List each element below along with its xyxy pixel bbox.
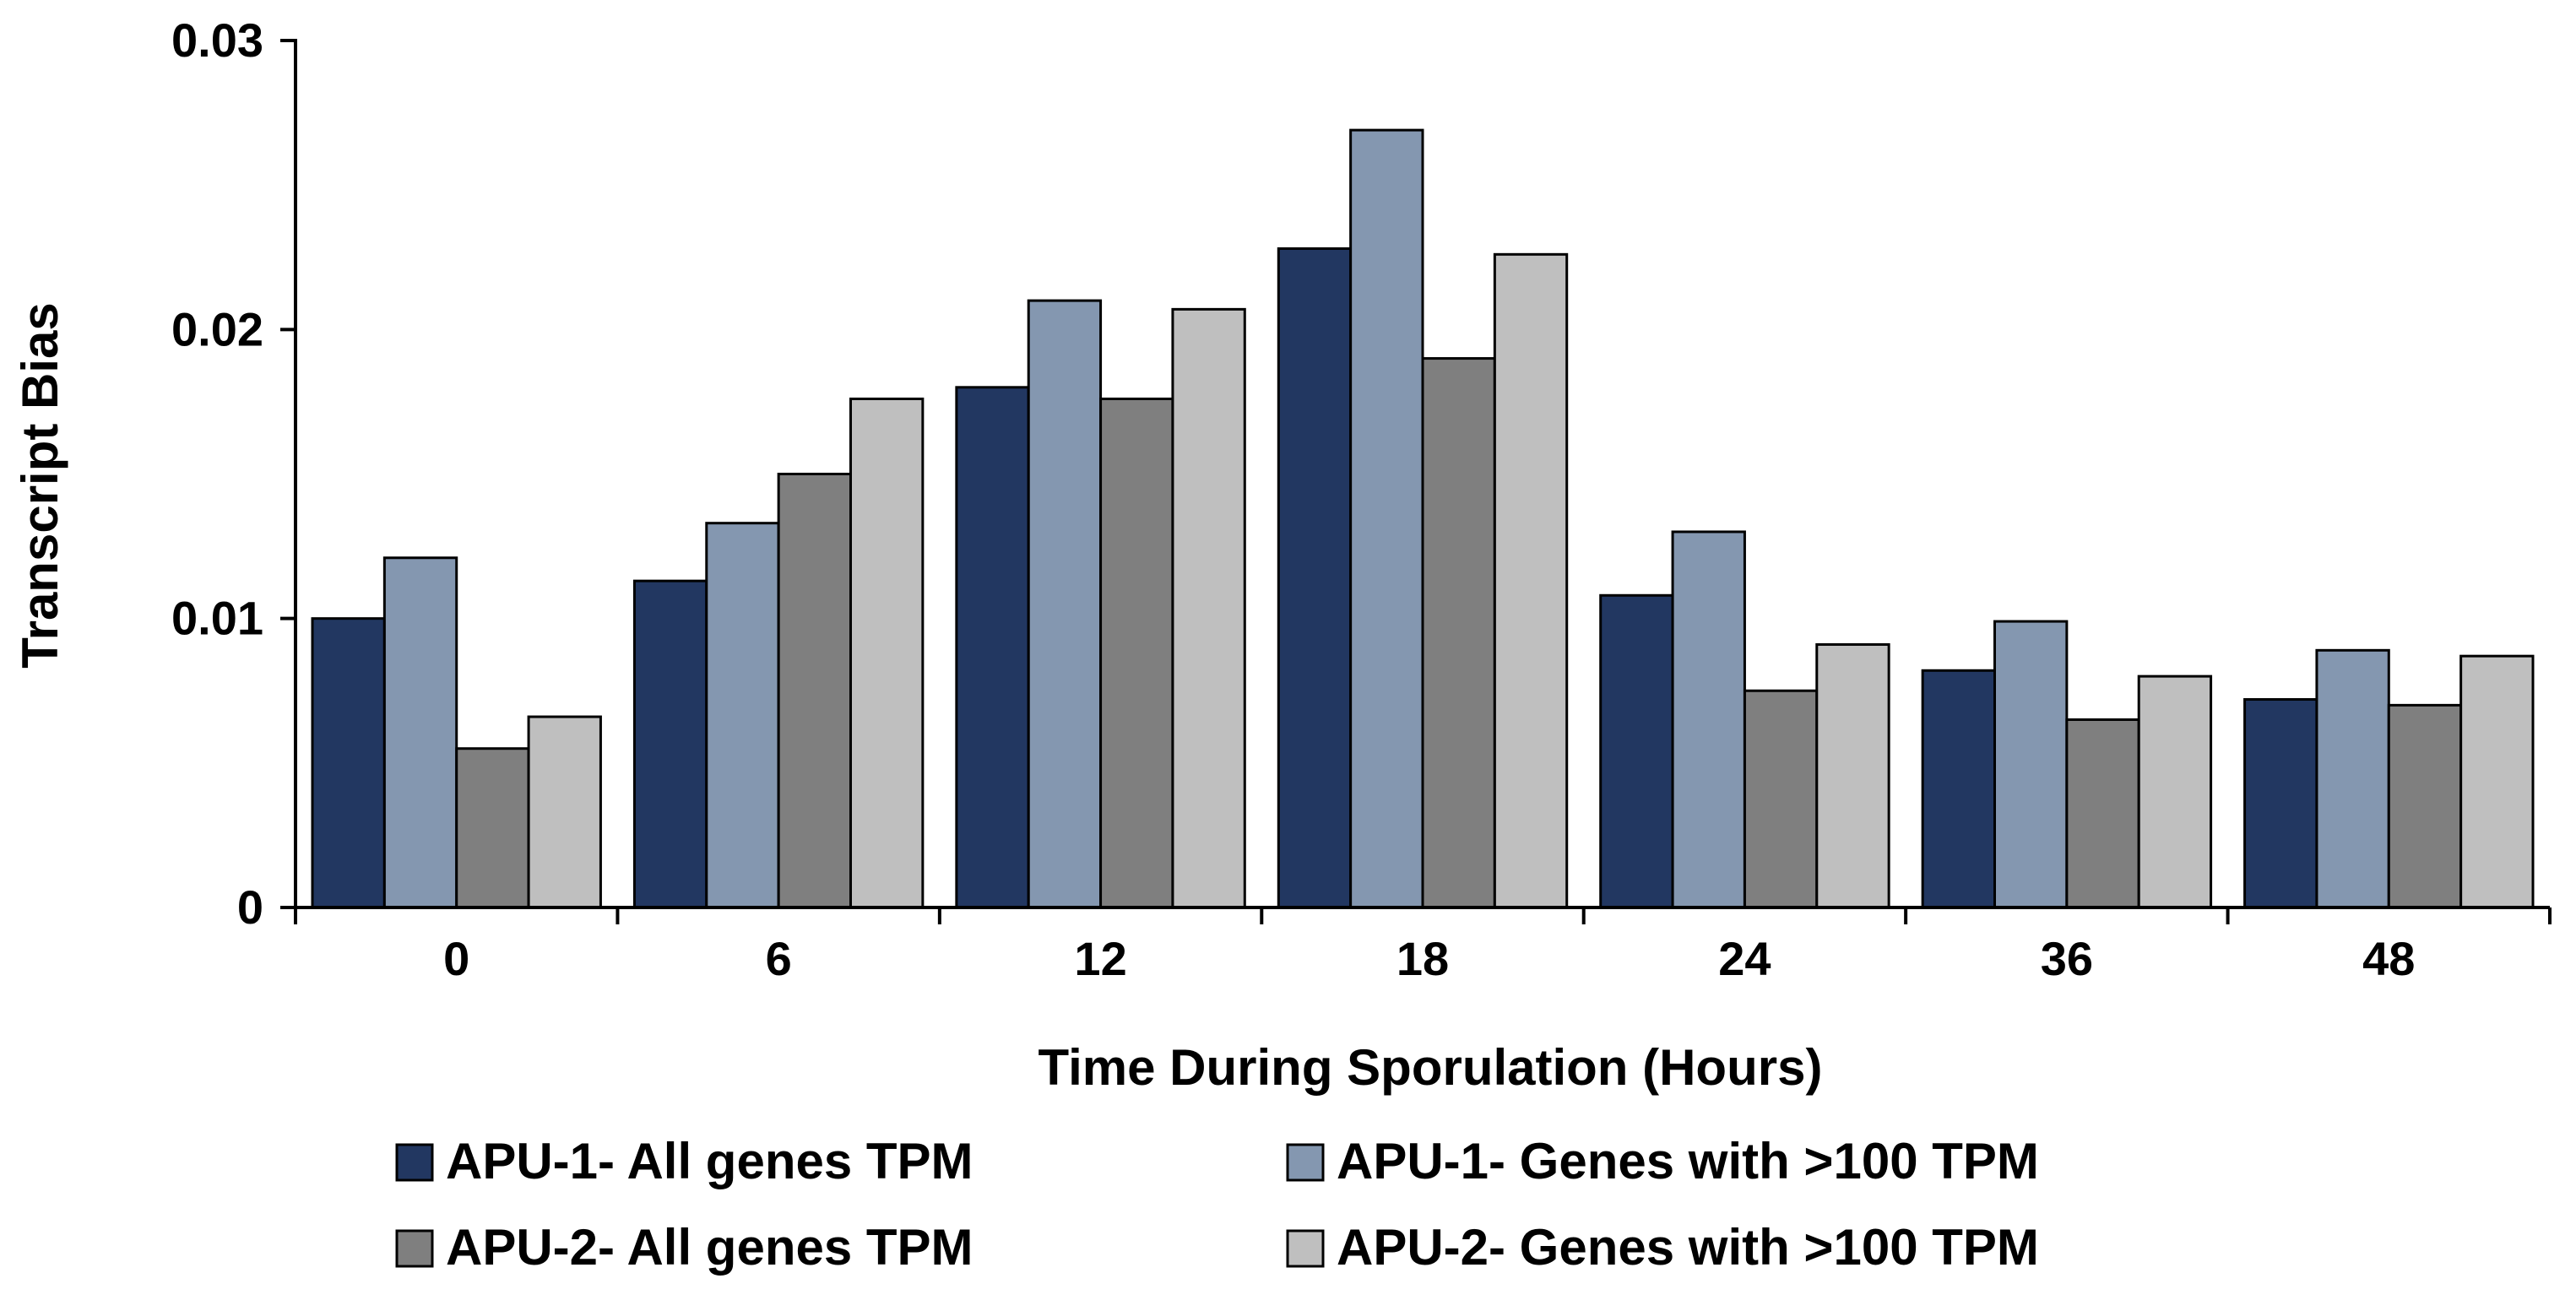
bar-2-48 xyxy=(2315,648,2390,909)
legend-swatch xyxy=(1286,1143,1325,1182)
y-tick-label: 0.03 xyxy=(171,14,263,67)
legend-item: APU-2- Genes with >100 TPM xyxy=(1286,1219,2039,1276)
legend-item: APU-1- Genes with >100 TPM xyxy=(1286,1133,2039,1189)
bar-4-0 xyxy=(527,715,602,909)
bar-2-24 xyxy=(1671,530,1746,909)
legend: APU-1- All genes TPM APU-1- Genes with >1… xyxy=(395,1133,2039,1276)
bar-1-0 xyxy=(311,617,386,909)
bar-3-18 xyxy=(1421,357,1496,909)
bar-1-12 xyxy=(955,386,1030,909)
bar-2-6 xyxy=(705,522,780,909)
legend-label: APU-1- All genes TPM xyxy=(446,1133,973,1189)
x-tick-label: 24 xyxy=(1718,932,1771,985)
legend-label: APU-2- All genes TPM xyxy=(446,1219,973,1276)
bar-4-36 xyxy=(2137,674,2213,909)
bars-group xyxy=(311,128,2535,909)
x-tick-label: 6 xyxy=(766,932,792,985)
x-tick-label: 12 xyxy=(1074,932,1126,985)
x-tick-label: 36 xyxy=(2041,932,2093,985)
bar-4-24 xyxy=(1815,642,1890,909)
bar-1-48 xyxy=(2243,698,2318,909)
x-tick-label: 0 xyxy=(443,932,469,985)
bar-4-6 xyxy=(849,397,925,909)
y-tick-label: 0.02 xyxy=(171,302,263,355)
bar-3-6 xyxy=(777,473,853,909)
bar-2-12 xyxy=(1027,299,1103,909)
legend-item: APU-2- All genes TPM xyxy=(395,1219,973,1276)
legend-label: APU-1- Genes with >100 TPM xyxy=(1337,1133,2039,1189)
legend-label: APU-2- Genes with >100 TPM xyxy=(1337,1219,2039,1276)
x-tick-label: 48 xyxy=(2362,932,2415,985)
bar-2-0 xyxy=(382,556,458,909)
y-tick-label: 0 xyxy=(237,880,263,934)
bar-1-36 xyxy=(1921,669,1996,909)
y-ticks-group: 0 0.01 0.02 0.03 xyxy=(171,14,296,934)
x-ticks-group: 0 6 12 18 24 36 48 xyxy=(294,907,2552,985)
legend-swatch xyxy=(1286,1229,1325,1268)
bar-4-18 xyxy=(1493,252,1569,909)
bar-3-48 xyxy=(2387,703,2463,909)
legend-swatch xyxy=(395,1143,434,1182)
bar-1-6 xyxy=(632,579,708,909)
bar-4-12 xyxy=(1171,307,1246,909)
legend-swatch xyxy=(395,1229,434,1268)
x-tick-label: 18 xyxy=(1396,932,1449,985)
bar-2-36 xyxy=(1993,620,2069,909)
x-axis-label: Time During Sporulation (Hours) xyxy=(1039,1039,1823,1096)
bar-3-12 xyxy=(1099,397,1174,909)
bar-2-18 xyxy=(1349,128,1424,909)
y-axis-label: Transcript Bias xyxy=(12,302,68,669)
bar-3-36 xyxy=(2065,718,2140,909)
bar-1-24 xyxy=(1599,593,1674,909)
legend-item: APU-1- All genes TPM xyxy=(395,1133,973,1189)
bar-4-48 xyxy=(2459,654,2535,909)
bar-3-0 xyxy=(455,747,530,909)
y-tick-label: 0.01 xyxy=(171,592,263,645)
bar-1-18 xyxy=(1277,246,1353,909)
axes-group xyxy=(294,39,2550,909)
bar-3-24 xyxy=(1743,689,1819,909)
